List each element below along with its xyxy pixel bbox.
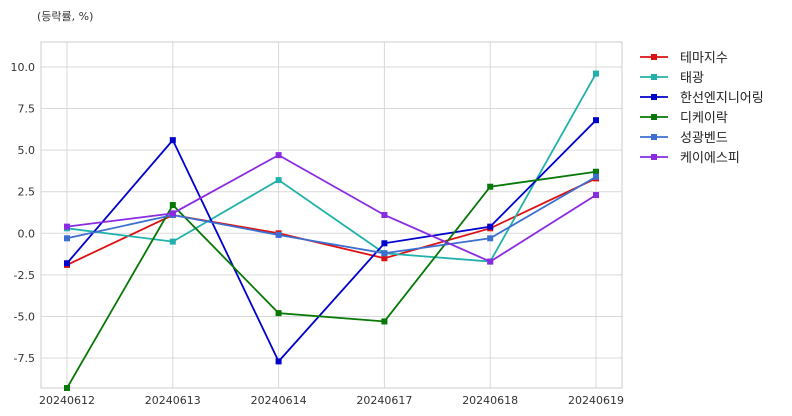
data-point bbox=[64, 223, 70, 230]
data-point bbox=[381, 255, 388, 262]
legend-marker bbox=[651, 74, 657, 80]
data-point bbox=[275, 177, 282, 184]
data-point bbox=[593, 173, 599, 180]
legend-label: 디케이락 bbox=[680, 111, 728, 126]
legend-item: 디케이락 bbox=[640, 111, 728, 126]
legend-marker bbox=[651, 114, 657, 120]
x-tick-label: 20240613 bbox=[145, 394, 201, 407]
data-point bbox=[275, 231, 282, 238]
series-line bbox=[66, 154, 597, 263]
legend-marker bbox=[651, 154, 657, 160]
data-point bbox=[169, 137, 176, 144]
legend-marker bbox=[651, 54, 657, 60]
x-tick-label: 20240619 bbox=[568, 394, 624, 407]
y-tick-label: 10.0 bbox=[11, 61, 36, 74]
x-axis: 20240612 20240613 20240614 20240617 20240618… bbox=[39, 394, 624, 407]
y-axis: -7.5 -5.0 -2.5 0.0 2.5 5.0 7.5 10.0 bbox=[11, 61, 36, 365]
series-line bbox=[66, 175, 597, 255]
data-point bbox=[64, 235, 70, 242]
legend-item: 태광 bbox=[640, 71, 704, 86]
y-tick-label: -7.5 bbox=[14, 352, 35, 365]
data-point bbox=[487, 258, 494, 265]
legend-item: 케이에스피 bbox=[640, 151, 740, 166]
y-tick-label: 7.5 bbox=[18, 103, 36, 116]
data-point bbox=[64, 260, 70, 267]
data-point bbox=[593, 168, 599, 175]
data-point bbox=[381, 212, 388, 218]
legend-label: 테마지수 bbox=[680, 51, 728, 66]
data-point bbox=[169, 238, 176, 245]
data-point bbox=[487, 235, 494, 242]
legend-item: 성광벤드 bbox=[640, 131, 728, 146]
series bbox=[64, 117, 599, 365]
data-point bbox=[381, 240, 388, 247]
data-point bbox=[487, 223, 494, 230]
y-tick-label: -2.5 bbox=[14, 269, 35, 282]
y-tick-label: 0.0 bbox=[18, 227, 36, 240]
data-point bbox=[381, 318, 388, 325]
data-point bbox=[275, 310, 282, 317]
series bbox=[64, 70, 599, 265]
legend-label: 성광벤드 bbox=[680, 131, 728, 146]
legend-label: 한선엔지니어링 bbox=[680, 91, 764, 106]
y-tick-label: -5.0 bbox=[14, 310, 35, 323]
x-tick-label: 20240612 bbox=[39, 394, 95, 407]
y-tick-label: 2.5 bbox=[18, 186, 36, 199]
x-tick-label: 20240614 bbox=[251, 394, 307, 407]
legend-label: 태광 bbox=[680, 71, 704, 86]
series bbox=[64, 168, 599, 391]
series-line bbox=[66, 177, 597, 266]
data-point bbox=[275, 358, 282, 365]
x-tick-label: 20240618 bbox=[462, 394, 518, 407]
data-point bbox=[169, 202, 176, 209]
x-tick-label: 20240617 bbox=[356, 394, 412, 407]
plot-frame bbox=[40, 41, 623, 389]
data-point bbox=[275, 152, 282, 159]
data-point bbox=[64, 385, 70, 391]
data-point bbox=[487, 183, 494, 190]
series-line bbox=[66, 170, 597, 389]
grid bbox=[41, 42, 622, 388]
unit-label: (등락률, %) bbox=[37, 10, 93, 23]
legend-marker bbox=[651, 94, 657, 100]
data-point bbox=[593, 192, 599, 199]
data-point bbox=[381, 250, 388, 257]
legend-item: 테마지수 bbox=[640, 51, 728, 66]
series bbox=[64, 152, 599, 265]
legend-label: 케이에스피 bbox=[680, 151, 740, 166]
data-point bbox=[169, 210, 176, 217]
series-line bbox=[66, 119, 597, 363]
legend-marker bbox=[651, 134, 657, 140]
series-line bbox=[66, 73, 597, 263]
y-tick-label: 5.0 bbox=[18, 144, 36, 157]
legend-item: 한선엔지니어링 bbox=[640, 91, 764, 106]
data-point bbox=[593, 70, 599, 77]
series-group bbox=[64, 70, 599, 391]
data-point bbox=[593, 117, 599, 124]
